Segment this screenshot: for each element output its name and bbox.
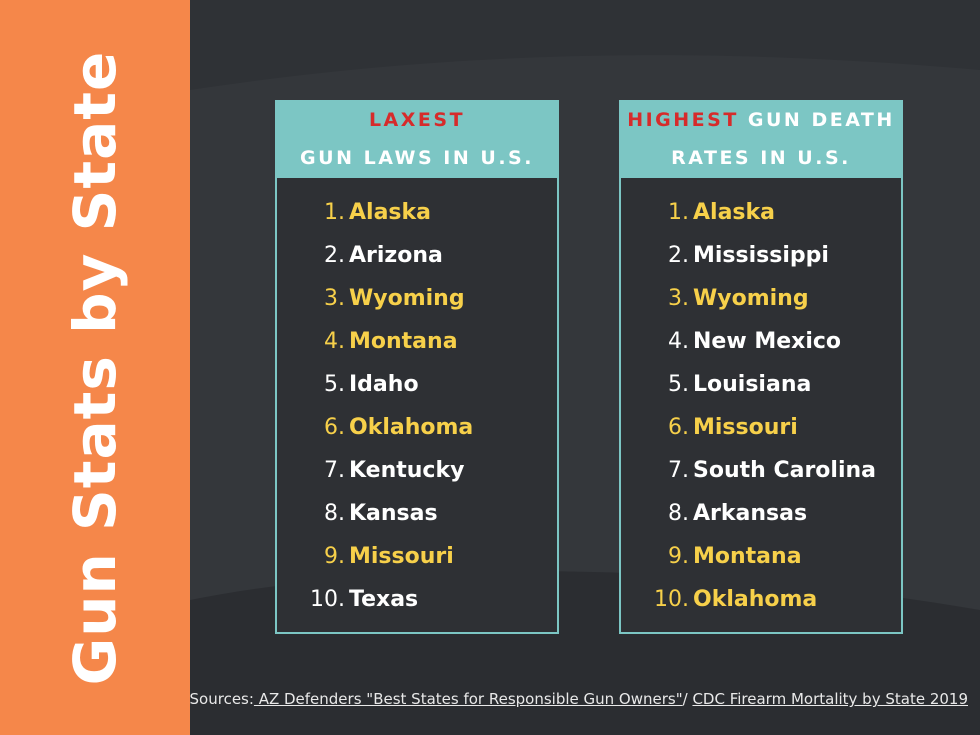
death-rate-list-item: 9. Montana — [621, 542, 901, 572]
rank-number: 8. — [668, 501, 689, 526]
sources-label: Sources: — [189, 690, 254, 708]
rank-number: 3. — [668, 286, 689, 311]
laxest-list-item: 7. Kentucky — [277, 456, 557, 486]
rank-number: 7. — [668, 458, 689, 483]
death-rates-header-rest: GUN DEATH — [738, 109, 895, 131]
az-defenders-source-link[interactable]: AZ Defenders "Best States for Responsibl… — [253, 690, 683, 708]
laxest-panel-header: LAXEST GUN LAWS IN U.S. — [275, 100, 559, 178]
laxest-list-item: 1. Alaska — [277, 198, 557, 228]
state-name: Texas — [349, 587, 419, 612]
death-rate-list-item: 5. Louisiana — [621, 370, 901, 400]
laxest-gun-laws-panel: LAXEST GUN LAWS IN U.S. 1. Alaska 2. Arizon… — [275, 100, 559, 634]
death-rates-header-highlight: HIGHEST — [627, 109, 739, 131]
death-rate-list-item: 1. Alaska — [621, 198, 901, 228]
sidebar: Gun Stats by State — [0, 0, 190, 735]
state-name: Wyoming — [693, 286, 809, 311]
death-rate-list-item: 8. Arkansas — [621, 499, 901, 529]
state-name: Oklahoma — [693, 587, 818, 612]
rank-number: 1. — [668, 200, 689, 225]
sources-line: Sources: AZ Defenders "Best States for R… — [190, 690, 968, 708]
state-name: Missouri — [693, 415, 798, 440]
rank-number: 3. — [324, 286, 345, 311]
death-rate-list-item: 3. Wyoming — [621, 284, 901, 314]
death-rate-list-item: 10. Oklahoma — [621, 585, 901, 615]
state-name: Montana — [349, 329, 458, 354]
rank-number: 4. — [324, 329, 345, 354]
state-name: Missouri — [349, 544, 454, 569]
laxest-list-item: 10. Texas — [277, 585, 557, 615]
laxest-list-item: 2. Arizona — [277, 241, 557, 271]
death-rate-list-item: 7. South Carolina — [621, 456, 901, 486]
state-name: Kansas — [349, 501, 438, 526]
laxest-header-highlight: LAXEST — [368, 109, 466, 131]
state-name: Arizona — [349, 243, 443, 268]
state-name: Montana — [693, 544, 802, 569]
highest-death-rates-panel: HIGHEST GUN DEATH RATES IN U.S. 1. Alaska… — [619, 100, 903, 634]
rank-number: 5. — [668, 372, 689, 397]
rank-number: 9. — [324, 544, 345, 569]
rank-number: 6. — [668, 415, 689, 440]
rank-number: 5. — [324, 372, 345, 397]
rank-number: 10. — [654, 587, 689, 612]
state-name: Kentucky — [349, 458, 465, 483]
cdc-source-link[interactable]: CDC Firearm Mortality by State 2019 — [692, 690, 968, 708]
laxest-list-item: 4. Montana — [277, 327, 557, 357]
death-rates-panel-header: HIGHEST GUN DEATH RATES IN U.S. — [619, 100, 903, 178]
death-rates-header-subtitle: RATES IN U.S. — [671, 147, 851, 169]
rank-number: 7. — [324, 458, 345, 483]
laxest-list-item: 3. Wyoming — [277, 284, 557, 314]
rank-number: 9. — [668, 544, 689, 569]
rank-number: 2. — [324, 243, 345, 268]
laxest-list-item: 8. Kansas — [277, 499, 557, 529]
state-name: New Mexico — [693, 329, 842, 354]
state-name: Louisiana — [693, 372, 812, 397]
death-rate-list-item: 2. Mississippi — [621, 241, 901, 271]
laxest-list-item: 6. Oklahoma — [277, 413, 557, 443]
rank-number: 10. — [310, 587, 345, 612]
sources-separator: / — [682, 690, 693, 708]
rank-number: 4. — [668, 329, 689, 354]
state-name: Mississippi — [693, 243, 829, 268]
state-name: Alaska — [349, 200, 431, 225]
laxest-list-item: 9. Missouri — [277, 542, 557, 572]
state-name: Oklahoma — [349, 415, 474, 440]
state-name: Alaska — [693, 200, 775, 225]
state-name: South Carolina — [693, 458, 877, 483]
rank-number: 1. — [324, 200, 345, 225]
rank-number: 8. — [324, 501, 345, 526]
page-title: Gun Stats by State — [61, 50, 129, 686]
state-name: Idaho — [349, 372, 419, 397]
state-name: Arkansas — [693, 501, 808, 526]
state-name: Wyoming — [349, 286, 465, 311]
laxest-header-subtitle: GUN LAWS IN U.S. — [300, 147, 534, 169]
death-rate-list-item: 4. New Mexico — [621, 327, 901, 357]
laxest-list-item: 5. Idaho — [277, 370, 557, 400]
rank-number: 2. — [668, 243, 689, 268]
death-rate-list-item: 6. Missouri — [621, 413, 901, 443]
rank-number: 6. — [324, 415, 345, 440]
